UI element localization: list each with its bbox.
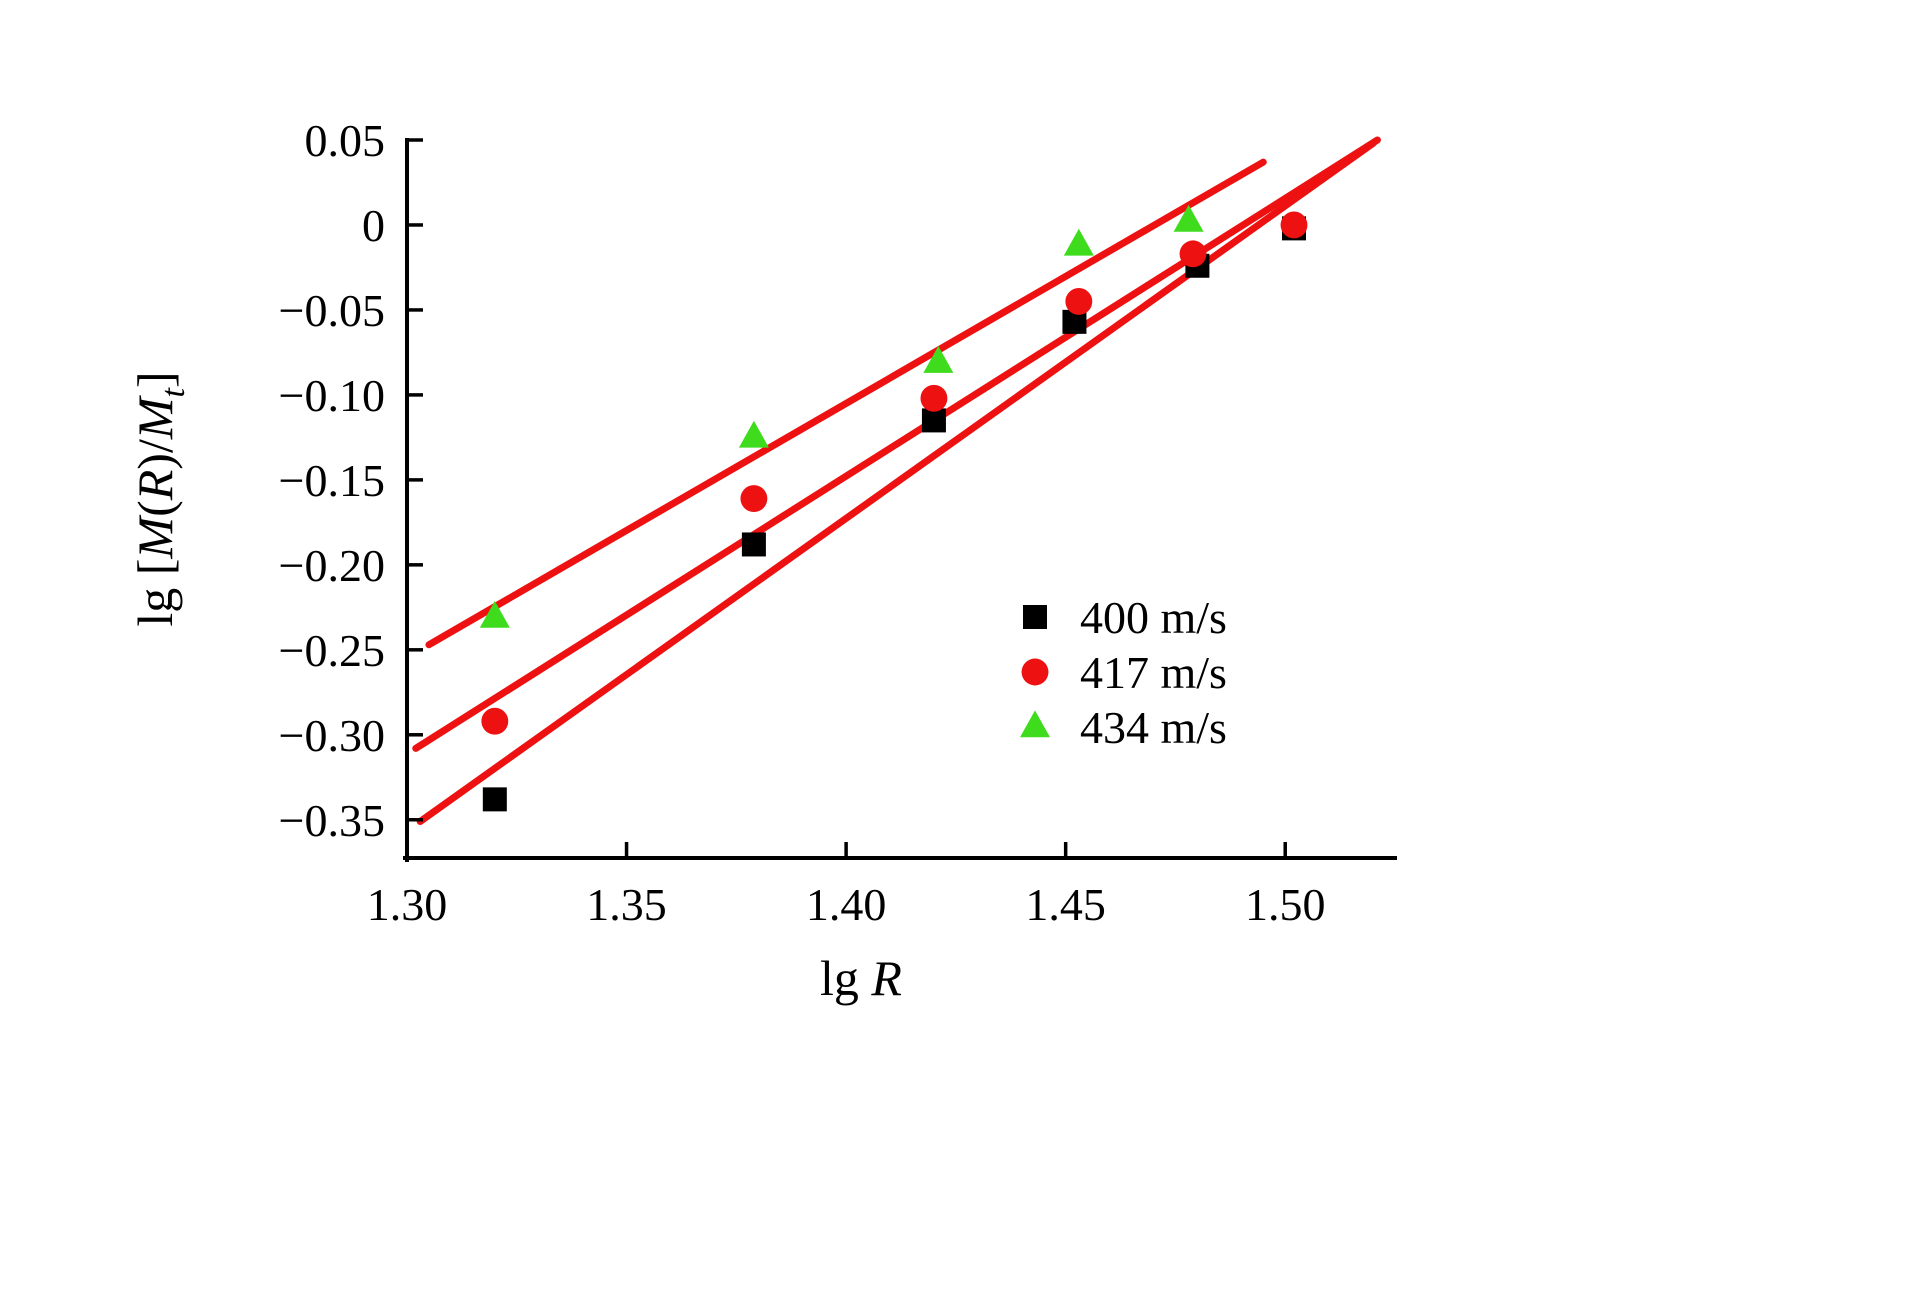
data-point-434ms-2 <box>923 345 954 373</box>
data-point-434ms-1 <box>738 420 769 448</box>
x-tick-label-0: 1.30 <box>367 879 448 930</box>
y-tick-label-7: −0.30 <box>279 710 385 761</box>
legend-marker-0 <box>1023 605 1047 629</box>
fit-line-1 <box>412 136 1381 752</box>
data-point-417ms-3 <box>1065 288 1093 315</box>
data-point-400ms-2 <box>921 408 946 433</box>
y-tick-label-8: −0.35 <box>279 795 385 846</box>
fit-line-2 <box>416 139 1377 825</box>
legend-label-2: 434 m/s <box>1080 702 1227 753</box>
x-tick-label-4: 1.50 <box>1245 879 1326 930</box>
data-point-434ms-0 <box>479 600 510 628</box>
data-point-400ms-0 <box>482 787 507 812</box>
data-point-417ms-0 <box>481 707 509 735</box>
y-tick-label-0: 0.05 <box>305 115 386 166</box>
x-axis-title: lg R <box>820 950 902 1006</box>
x-tick-label-1: 1.35 <box>586 879 667 930</box>
legend-label-0: 400 m/s <box>1080 592 1227 643</box>
x-tick-label-2: 1.40 <box>806 879 887 930</box>
legend-label-1: 417 m/s <box>1080 647 1227 698</box>
data-point-400ms-1 <box>741 532 766 557</box>
data-point-417ms-4 <box>1179 240 1207 268</box>
y-tick-label-5: −0.20 <box>279 540 385 591</box>
data-point-434ms-4 <box>1173 204 1204 232</box>
y-tick-label-2: −0.05 <box>279 285 385 336</box>
y-tick-label-3: −0.10 <box>279 370 385 421</box>
y-tick-label-1: 0 <box>362 200 385 251</box>
fit-line-0 <box>425 158 1267 649</box>
legend-marker-1 <box>1021 658 1049 686</box>
x-tick-label-3: 1.45 <box>1025 879 1106 930</box>
y-axis-title: lg [M(R)/Mt] <box>127 371 192 626</box>
y-tick-label-6: −0.25 <box>279 625 385 676</box>
data-point-434ms-3 <box>1063 228 1094 256</box>
data-point-417ms-2 <box>920 384 948 412</box>
legend-marker-2 <box>1020 710 1050 738</box>
y-tick-label-4: −0.15 <box>279 455 385 506</box>
data-point-417ms-1 <box>740 485 768 513</box>
data-point-417ms-5 <box>1280 211 1308 239</box>
